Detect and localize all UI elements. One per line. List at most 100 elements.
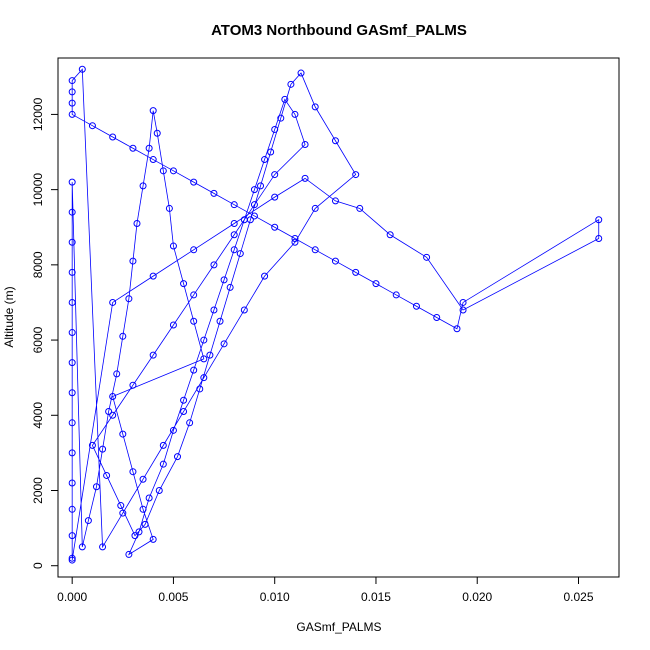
y-tick-label: 4000 — [31, 402, 45, 429]
data-point — [113, 370, 121, 378]
data-point — [149, 272, 157, 280]
data-point — [200, 355, 208, 363]
data-point — [129, 381, 137, 389]
data-point — [145, 144, 153, 152]
data-point — [386, 231, 394, 239]
data-point — [68, 77, 76, 85]
data-point — [68, 449, 76, 457]
data-point — [125, 295, 133, 303]
data-point — [68, 479, 76, 487]
data-point — [190, 317, 198, 325]
data-point — [159, 441, 167, 449]
x-tick-label: 0.015 — [361, 590, 391, 604]
data-point — [453, 325, 461, 333]
data-point — [297, 69, 305, 77]
y-tick-label: 6000 — [31, 326, 45, 353]
data-point — [246, 216, 254, 224]
series-line — [71, 68, 600, 561]
data-point — [250, 212, 258, 220]
data-point — [159, 460, 167, 468]
data-point — [119, 332, 127, 340]
data-point — [105, 408, 113, 416]
data-point — [129, 257, 137, 265]
data-point — [159, 167, 167, 175]
data-point — [133, 219, 141, 227]
data-point — [169, 167, 177, 175]
data-point — [109, 411, 117, 419]
data-point — [109, 298, 117, 306]
data-point — [267, 148, 275, 156]
data-point — [311, 204, 319, 212]
data-point — [352, 171, 360, 179]
data-point — [190, 366, 198, 374]
data-point — [153, 129, 161, 137]
data-point — [180, 408, 188, 416]
data-point — [68, 238, 76, 246]
data-point — [68, 329, 76, 337]
data-point — [311, 103, 319, 111]
data-point — [261, 156, 269, 164]
data-point — [459, 306, 467, 314]
data-point — [68, 419, 76, 427]
data-point — [412, 302, 420, 310]
data-point — [331, 137, 339, 145]
y-tick-label: 8000 — [31, 251, 45, 278]
data-point — [423, 253, 431, 261]
data-point — [230, 219, 238, 227]
data-point — [88, 441, 96, 449]
data-point — [230, 201, 238, 209]
data-point — [261, 272, 269, 280]
data-point — [190, 246, 198, 254]
y-tick-label: 12000 — [31, 97, 45, 131]
data-point — [109, 392, 117, 400]
data-point — [352, 268, 360, 276]
data-point — [68, 208, 76, 216]
data-point — [68, 554, 76, 562]
data-point — [149, 351, 157, 359]
x-tick-label: 0.010 — [260, 590, 290, 604]
data-point — [206, 351, 214, 359]
data-point — [78, 543, 86, 551]
data-point — [149, 156, 157, 164]
data-point — [68, 505, 76, 513]
data-point — [169, 426, 177, 434]
data-point — [84, 517, 92, 525]
data-point — [230, 231, 238, 239]
x-tick-label: 0.025 — [563, 590, 593, 604]
x-tick-label: 0.020 — [462, 590, 492, 604]
x-axis: 0.000 0.005 0.010 0.015 0.020 0.025 — [57, 576, 594, 604]
data-point — [271, 125, 279, 133]
data-point — [68, 88, 76, 96]
x-tick-label: 0.000 — [57, 590, 87, 604]
data-point — [196, 385, 204, 393]
y-tick-label: 0 — [31, 562, 45, 569]
data-point — [119, 509, 127, 517]
data-point — [291, 235, 299, 243]
x-tick-label: 0.005 — [158, 590, 188, 604]
data-point — [433, 314, 441, 321]
data-point — [173, 453, 181, 461]
y-tick-label: 2000 — [31, 477, 45, 504]
data-point — [141, 520, 149, 528]
data-point — [277, 114, 285, 122]
data-point — [165, 204, 173, 212]
data-point — [230, 246, 238, 254]
data-point — [331, 197, 339, 205]
data-point — [88, 122, 96, 130]
data-point — [155, 487, 163, 494]
data-point — [68, 268, 76, 276]
data-point — [99, 543, 107, 551]
data-point — [68, 178, 76, 186]
data-point — [139, 475, 147, 483]
data-layer — [68, 65, 603, 564]
data-point — [200, 336, 208, 344]
data-point — [250, 186, 258, 194]
data-point — [595, 216, 603, 224]
data-point — [301, 174, 309, 182]
data-point — [291, 238, 299, 246]
data-point — [139, 505, 147, 513]
data-point — [220, 276, 228, 284]
data-point — [200, 374, 208, 382]
data-point — [149, 107, 157, 115]
data-point — [240, 306, 248, 314]
